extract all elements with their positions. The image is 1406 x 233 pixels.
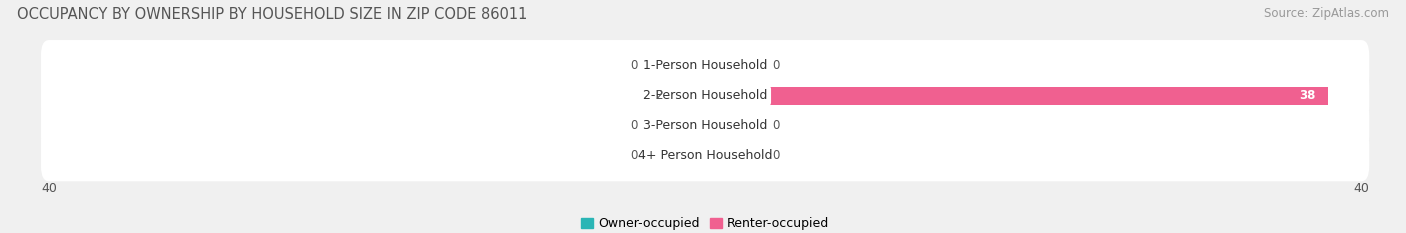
Bar bbox=[648, 116, 706, 135]
FancyBboxPatch shape bbox=[41, 70, 1369, 122]
Text: 0: 0 bbox=[630, 149, 638, 162]
Bar bbox=[706, 146, 762, 165]
Bar bbox=[672, 86, 706, 105]
Text: 1-Person Household: 1-Person Household bbox=[643, 59, 768, 72]
FancyBboxPatch shape bbox=[41, 100, 1369, 151]
Text: 0: 0 bbox=[630, 59, 638, 72]
Text: 2: 2 bbox=[655, 89, 662, 102]
Text: Source: ZipAtlas.com: Source: ZipAtlas.com bbox=[1264, 7, 1389, 20]
Text: 2-Person Household: 2-Person Household bbox=[643, 89, 768, 102]
FancyBboxPatch shape bbox=[41, 130, 1369, 181]
Bar bbox=[706, 57, 762, 75]
Text: 4+ Person Household: 4+ Person Household bbox=[638, 149, 772, 162]
Bar bbox=[648, 146, 706, 165]
Text: OCCUPANCY BY OWNERSHIP BY HOUSEHOLD SIZE IN ZIP CODE 86011: OCCUPANCY BY OWNERSHIP BY HOUSEHOLD SIZE… bbox=[17, 7, 527, 22]
Text: 3-Person Household: 3-Person Household bbox=[643, 119, 768, 132]
Text: 0: 0 bbox=[630, 119, 638, 132]
Bar bbox=[706, 116, 762, 135]
Bar bbox=[706, 86, 1329, 105]
Text: 0: 0 bbox=[772, 59, 780, 72]
Text: 0: 0 bbox=[772, 119, 780, 132]
Bar bbox=[648, 57, 706, 75]
Legend: Owner-occupied, Renter-occupied: Owner-occupied, Renter-occupied bbox=[575, 212, 835, 233]
Text: 0: 0 bbox=[772, 149, 780, 162]
FancyBboxPatch shape bbox=[41, 40, 1369, 92]
Text: 38: 38 bbox=[1299, 89, 1315, 102]
